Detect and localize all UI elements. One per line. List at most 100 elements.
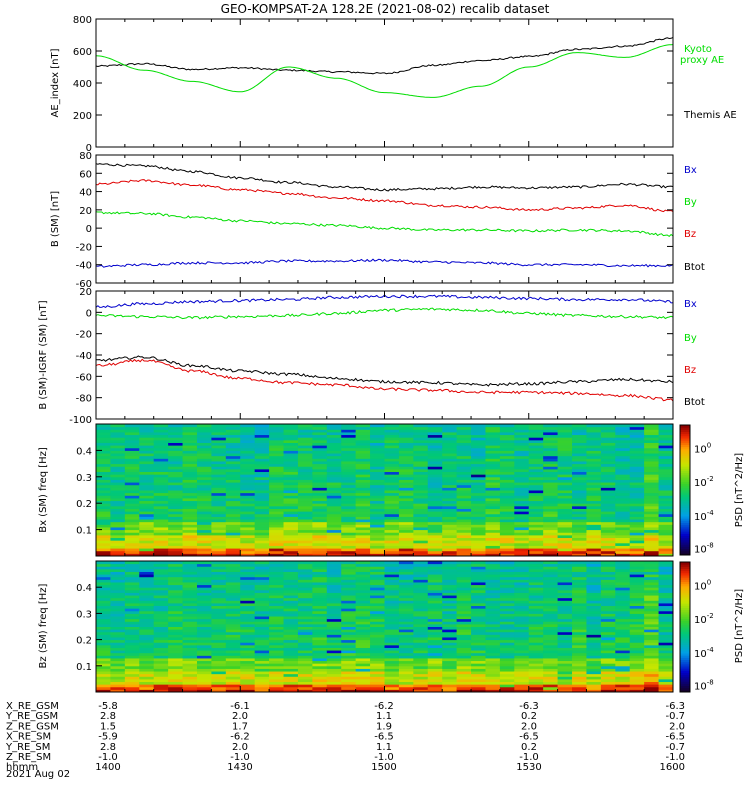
bxspec-cell — [96, 460, 111, 465]
bxspec-cell — [355, 447, 371, 451]
bzspec-cell — [168, 657, 184, 662]
bzspec-cell — [254, 634, 270, 638]
bxspec-cell — [153, 500, 169, 504]
bzspec-cell — [182, 684, 198, 688]
bxspec-cell — [427, 505, 443, 509]
bzspec-cell — [384, 621, 400, 625]
bzspec-cell — [225, 613, 241, 617]
bxspec-cell — [384, 434, 400, 438]
bxspec-cell — [499, 453, 515, 457]
bzspec-cell — [110, 636, 126, 641]
bxspec-cell — [499, 487, 515, 491]
bzspec-cell — [384, 655, 400, 659]
bxspec-colorbar-seg — [680, 466, 690, 469]
bxspec-cell — [254, 447, 270, 451]
bxspec-cell — [124, 450, 140, 454]
bzspec-cell — [326, 587, 342, 591]
bxspec-cell — [485, 476, 501, 480]
bxspec-cell — [600, 508, 616, 512]
bzspec-cell — [240, 668, 256, 672]
bzspec-cell — [499, 639, 515, 643]
bxspec-cell — [456, 526, 472, 531]
bzspec-cell — [297, 610, 313, 614]
ae-ytick-label: 200 — [73, 111, 92, 122]
bzspec-cell — [283, 618, 299, 622]
bzspec-cell — [370, 571, 385, 575]
bzspec-cell — [269, 665, 285, 669]
bxspec-cell — [240, 526, 256, 531]
bzspec-cell — [124, 644, 140, 648]
bzspec-cell — [355, 668, 371, 672]
bzspec-colorbar-seg — [680, 648, 690, 652]
bxspec-cell — [326, 426, 342, 430]
bzspec-cell — [182, 623, 198, 627]
bxspec-cell — [110, 447, 126, 451]
bxspec-cell — [615, 429, 631, 433]
bxspec-cell — [168, 439, 184, 443]
bzspec-cell — [211, 618, 227, 622]
bzspec-cell — [514, 571, 530, 575]
bzspec-cell — [629, 579, 645, 583]
bxspec-colorbar-seg — [680, 516, 690, 519]
bzspec-cell — [629, 608, 645, 612]
bxspec-cell — [312, 460, 328, 465]
bxspec-cell — [658, 534, 674, 539]
bzspec-cell — [153, 673, 169, 677]
bzspec-cell — [572, 602, 587, 607]
bzspec-cell — [644, 642, 660, 646]
bzspec-cell — [211, 600, 227, 604]
bxspec-cell — [629, 532, 645, 536]
bxspec-cell — [269, 513, 285, 517]
bzspec-cell — [600, 650, 616, 654]
bxspec-cell — [427, 474, 443, 478]
bzspec-cell — [153, 621, 169, 625]
bzspec-cell — [658, 563, 674, 567]
bxspec-cell — [572, 434, 587, 438]
bxspec-cell — [658, 434, 674, 438]
bxspec-cell — [485, 471, 501, 475]
bxspec-cell — [283, 450, 299, 454]
bxspec-cell — [211, 540, 227, 544]
bzspec-cell — [471, 636, 486, 641]
bxspec-cell — [427, 516, 443, 520]
bzspec-cell — [139, 566, 155, 570]
bzspec-cell — [586, 561, 602, 565]
bzspec-colorbar-seg — [680, 568, 690, 572]
bzspec-cell — [269, 566, 285, 570]
bxspec-cell — [644, 529, 660, 533]
bzspec-cell — [398, 629, 414, 633]
bzspec-cell — [442, 616, 458, 620]
bzspec-cell — [658, 571, 674, 575]
bxspec-cell — [384, 466, 400, 470]
bxspec-colorbar-seg — [680, 550, 690, 554]
bxspec-cell — [225, 479, 241, 483]
bxspec-cell — [629, 455, 645, 459]
bxspec-cell — [644, 495, 660, 499]
bzspec-cell — [427, 678, 443, 683]
bzspec-cell — [442, 644, 458, 648]
bxspec-cell — [153, 482, 169, 486]
bxspec-cell — [370, 545, 385, 549]
bxspec-cell — [528, 460, 544, 465]
bzspec-cell — [644, 626, 660, 630]
bzspec-cell — [370, 652, 385, 656]
bxspec-cell — [124, 445, 140, 449]
bxspec-cell — [355, 500, 371, 504]
bzspec-cell — [370, 647, 385, 651]
bzspec-cell — [139, 657, 155, 662]
bxspec-cell — [312, 447, 328, 451]
bzspec-cell — [269, 668, 285, 672]
bzspec-cell — [586, 636, 602, 641]
bxspec-cell — [442, 511, 458, 515]
bxspec-cell — [355, 466, 371, 470]
bzspec-cell — [456, 576, 472, 580]
bzspec-cell — [196, 616, 212, 620]
bxspec-cell — [269, 508, 285, 512]
bzspec-cell — [528, 671, 544, 675]
bxspec-cell — [514, 439, 530, 443]
bxspec-cell — [254, 490, 270, 494]
bzspec-cell — [370, 623, 385, 627]
bzspec-cell — [485, 568, 501, 572]
bxspec-cell — [196, 439, 212, 443]
bzspec-cell — [182, 566, 198, 570]
